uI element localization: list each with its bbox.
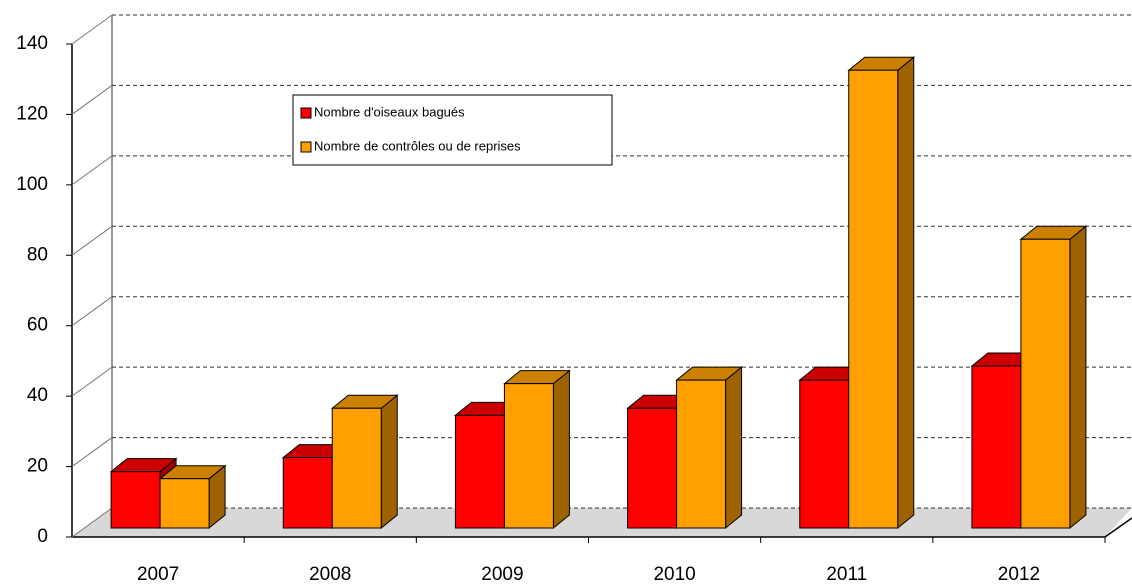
bar-side	[380, 394, 398, 530]
grid-line-side	[71, 14, 113, 45]
bar	[503, 369, 571, 530]
bar	[158, 464, 227, 530]
bar	[330, 394, 399, 530]
y-tick-label: 60	[27, 315, 48, 336]
legend-label: Nombre d'oiseaux bagués	[314, 104, 465, 119]
grid-line-side	[71, 85, 113, 115]
legend-label: Nombre de contrôles ou de reprises	[314, 138, 521, 153]
bar-front	[1020, 238, 1071, 529]
bar	[847, 56, 916, 530]
bar-side	[897, 56, 915, 530]
bar-side	[1069, 225, 1087, 530]
legend-swatch	[300, 107, 312, 119]
bar-front	[971, 365, 1022, 529]
bar-side	[725, 366, 743, 530]
bar-side	[552, 369, 570, 530]
bar-front	[454, 414, 505, 529]
grid-line-side	[71, 507, 113, 538]
x-tick-label: 2010	[653, 564, 695, 585]
x-tick-label: 2007	[137, 564, 179, 585]
x-tick-label: 2009	[481, 564, 523, 585]
bar-front	[676, 379, 727, 529]
bar-front	[503, 383, 554, 529]
x-tick-label: 2011	[826, 564, 867, 585]
bar-front	[848, 69, 899, 529]
y-tick-label: 100	[16, 174, 48, 195]
bar-front	[282, 457, 333, 529]
y-tick-label: 40	[27, 385, 48, 406]
y-tick-label: 0	[37, 526, 48, 547]
bar-front	[110, 471, 161, 529]
grid-line-side	[71, 296, 113, 327]
floor-edge	[1104, 517, 1132, 538]
bar-front	[799, 379, 850, 529]
grid-line-side	[71, 437, 113, 467]
x-tick-label: 2008	[309, 564, 351, 585]
bar	[675, 366, 743, 530]
x-tick-label: 2012	[998, 564, 1040, 585]
bar-front	[159, 478, 210, 529]
bar-front	[627, 407, 678, 529]
legend-box	[292, 94, 613, 166]
y-tick-label: 140	[16, 33, 48, 54]
grid-line-side	[71, 155, 113, 186]
bar-front	[331, 407, 382, 529]
bar	[1019, 225, 1088, 530]
legend: Nombre d'oiseaux bagués Nombre de contrôl…	[292, 94, 613, 166]
y-tick-label: 20	[27, 456, 48, 477]
legend-swatch	[300, 141, 312, 153]
grid-line-side	[71, 225, 113, 256]
y-tick-label: 80	[27, 244, 48, 265]
y-tick-label: 120	[16, 103, 48, 124]
grid-line-side	[71, 366, 113, 397]
